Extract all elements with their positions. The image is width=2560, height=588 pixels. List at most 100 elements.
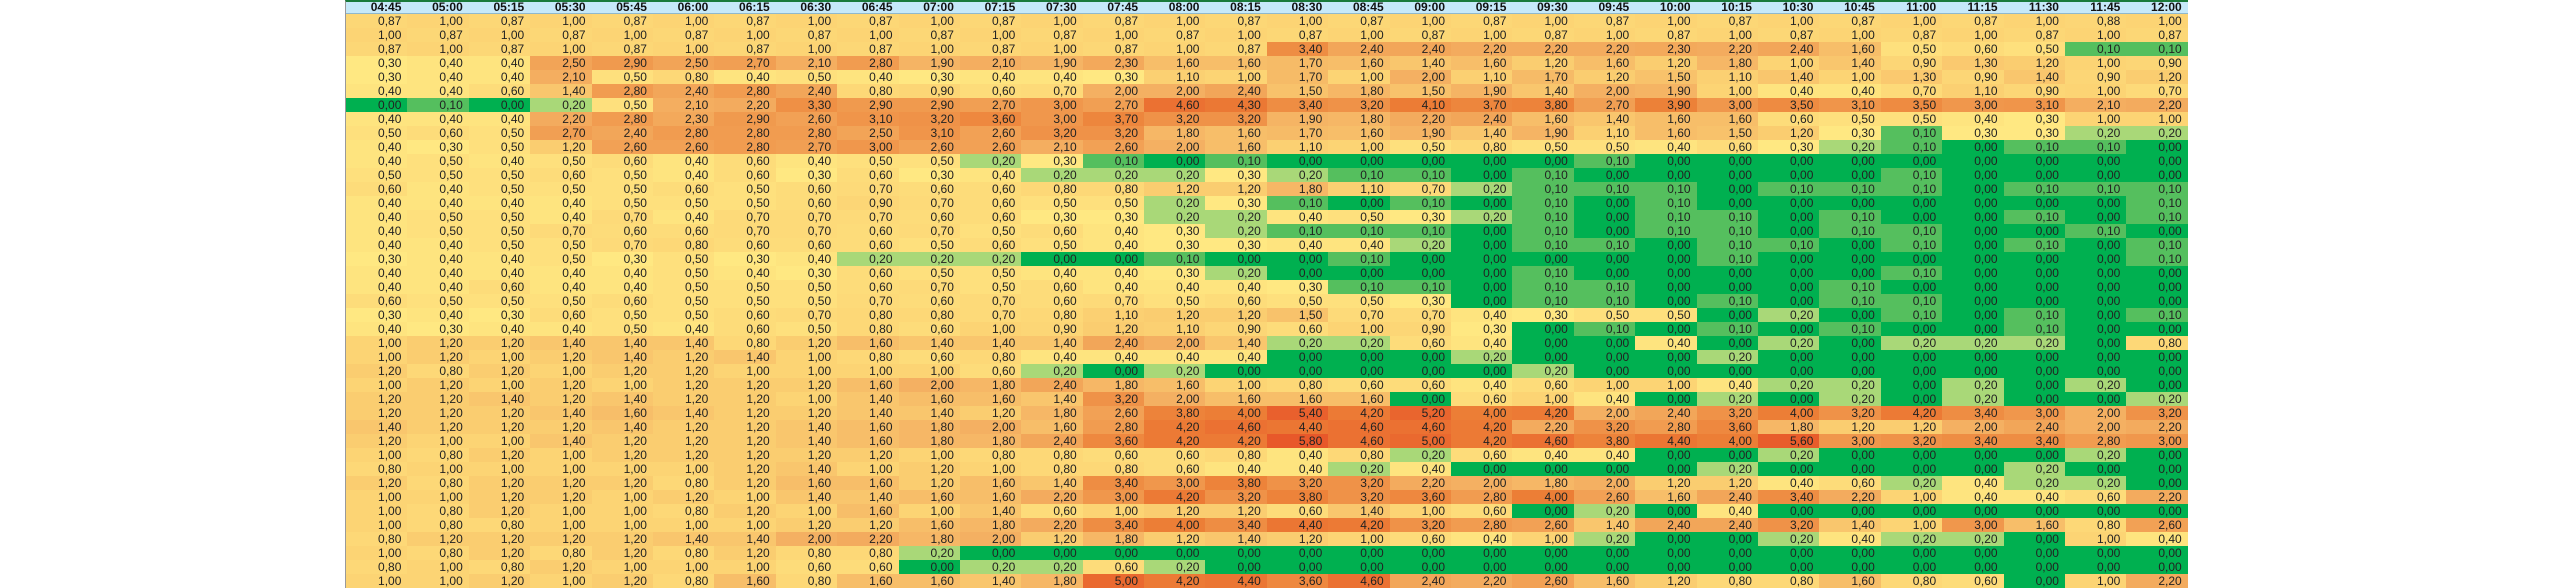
value-cell[interactable]: 0,60 <box>837 560 899 574</box>
value-cell[interactable]: 0,90 <box>1942 70 2004 84</box>
value-cell[interactable]: 0,40 <box>652 168 715 182</box>
value-cell[interactable]: 0,87 <box>1819 13 1881 28</box>
value-cell[interactable]: 1,00 <box>837 364 899 378</box>
value-cell[interactable]: 1,20 <box>652 350 715 364</box>
value-cell[interactable]: 1,00 <box>591 378 653 392</box>
column-header[interactable]: 07:15 <box>959 1 1022 14</box>
value-cell[interactable]: 0,00 <box>1328 196 1390 210</box>
value-cell[interactable]: 0,60 <box>714 322 776 336</box>
value-cell[interactable]: 0,40 <box>1205 350 1267 364</box>
value-cell[interactable]: 1,00 <box>714 28 776 42</box>
value-cell[interactable]: 0,00 <box>1512 322 1574 336</box>
value-cell[interactable]: 2,00 <box>898 378 960 392</box>
value-cell[interactable]: 0,40 <box>775 252 838 266</box>
value-cell[interactable]: 1,20 <box>1512 56 1574 70</box>
value-cell[interactable]: 0,70 <box>898 196 960 210</box>
value-cell[interactable]: 0,00 <box>898 560 960 574</box>
value-cell[interactable]: 1,00 <box>1635 13 1697 28</box>
value-cell[interactable]: 1,60 <box>1328 392 1390 406</box>
value-cell[interactable]: 0,30 <box>1451 322 1513 336</box>
value-cell[interactable]: 0,00 <box>1451 294 1513 308</box>
value-cell[interactable]: 1,20 <box>1757 126 1820 140</box>
value-cell[interactable]: 0,00 <box>1635 364 1697 378</box>
value-cell[interactable]: 1,60 <box>837 504 899 518</box>
value-cell[interactable]: 0,50 <box>652 196 715 210</box>
value-cell[interactable]: 0,40 <box>652 322 715 336</box>
value-cell[interactable]: 0,70 <box>898 224 960 238</box>
value-cell[interactable]: 0,30 <box>1389 210 1452 224</box>
value-cell[interactable]: 0,40 <box>1021 70 1083 84</box>
value-cell[interactable]: 1,20 <box>468 532 531 546</box>
value-cell[interactable]: 0,30 <box>1512 308 1574 322</box>
value-cell[interactable]: 0,00 <box>468 98 531 112</box>
value-cell[interactable]: 2,00 <box>775 532 838 546</box>
value-cell[interactable]: 0,10 <box>1635 182 1697 196</box>
column-header[interactable]: 08:00 <box>1144 1 1206 14</box>
value-cell[interactable]: 0,30 <box>1021 210 1083 224</box>
value-cell[interactable]: 0,00 <box>1266 154 1329 168</box>
value-cell[interactable]: 0,60 <box>959 210 1022 224</box>
value-cell[interactable]: 0,40 <box>1573 448 1636 462</box>
value-cell[interactable]: 0,00 <box>1451 280 1513 294</box>
value-cell[interactable]: 0,80 <box>2064 518 2127 532</box>
value-cell[interactable]: 1,20 <box>652 364 715 378</box>
value-cell[interactable]: 0,00 <box>1880 210 1943 224</box>
value-cell[interactable]: 0,87 <box>775 28 838 42</box>
value-cell[interactable]: 0,50 <box>1328 210 1390 224</box>
value-cell[interactable]: 1,20 <box>1144 308 1206 322</box>
value-cell[interactable]: 0,20 <box>1942 532 2004 546</box>
value-cell[interactable]: 1,00 <box>591 462 653 476</box>
value-cell[interactable]: 0,00 <box>1819 168 1881 182</box>
column-header[interactable]: 05:00 <box>407 1 469 14</box>
value-cell[interactable]: 5,40 <box>1266 406 1329 420</box>
value-cell[interactable]: 1,20 <box>2126 70 2188 84</box>
value-cell[interactable]: 0,00 <box>1635 448 1697 462</box>
value-cell[interactable]: 0,20 <box>1757 532 1820 546</box>
value-cell[interactable]: 0,40 <box>346 196 408 210</box>
value-cell[interactable]: 1,20 <box>775 336 838 350</box>
value-cell[interactable]: 0,40 <box>407 308 469 322</box>
value-cell[interactable]: 2,60 <box>2126 518 2188 532</box>
value-cell[interactable]: 0,80 <box>652 70 715 84</box>
value-cell[interactable]: 0,80 <box>652 476 715 490</box>
value-cell[interactable]: 2,10 <box>2064 98 2127 112</box>
value-cell[interactable]: 1,90 <box>1451 84 1513 98</box>
value-cell[interactable]: 2,30 <box>1082 56 1145 70</box>
value-cell[interactable]: 0,50 <box>1573 140 1636 154</box>
value-cell[interactable]: 0,00 <box>1635 504 1697 518</box>
value-cell[interactable]: 0,10 <box>1328 224 1390 238</box>
value-cell[interactable]: 0,50 <box>1328 294 1390 308</box>
value-cell[interactable]: 0,10 <box>2064 42 2127 56</box>
value-cell[interactable]: 0,10 <box>2126 210 2188 224</box>
value-cell[interactable]: 0,30 <box>346 252 408 266</box>
value-cell[interactable]: 1,00 <box>346 448 408 462</box>
value-cell[interactable]: 1,90 <box>898 56 960 70</box>
value-cell[interactable]: 4,40 <box>1635 434 1697 448</box>
value-cell[interactable]: 1,20 <box>591 574 653 588</box>
value-cell[interactable]: 0,60 <box>468 84 531 98</box>
value-cell[interactable]: 1,20 <box>346 406 408 420</box>
value-cell[interactable]: 0,00 <box>2003 168 2065 182</box>
value-cell[interactable]: 1,40 <box>1512 84 1574 98</box>
value-cell[interactable]: 0,70 <box>775 210 838 224</box>
value-cell[interactable]: 2,00 <box>1082 84 1145 98</box>
value-cell[interactable]: 1,00 <box>898 448 960 462</box>
value-cell[interactable]: 1,00 <box>1144 13 1206 28</box>
value-cell[interactable]: 0,20 <box>1266 336 1329 350</box>
value-cell[interactable]: 1,00 <box>407 490 469 504</box>
value-cell[interactable]: 0,00 <box>1512 336 1574 350</box>
value-cell[interactable]: 0,00 <box>1757 280 1820 294</box>
value-cell[interactable]: 1,20 <box>407 350 469 364</box>
value-cell[interactable]: 0,00 <box>1573 196 1636 210</box>
value-cell[interactable]: 0,50 <box>1819 112 1881 126</box>
value-cell[interactable]: 1,00 <box>652 42 715 56</box>
value-cell[interactable]: 0,00 <box>2003 294 2065 308</box>
value-cell[interactable]: 1,40 <box>1328 504 1390 518</box>
value-cell[interactable]: 0,00 <box>1635 462 1697 476</box>
value-cell[interactable]: 5,00 <box>1082 574 1145 588</box>
value-cell[interactable]: 1,80 <box>898 434 960 448</box>
value-cell[interactable]: 3,20 <box>1880 434 1943 448</box>
value-cell[interactable]: 1,00 <box>530 448 592 462</box>
value-cell[interactable]: 0,00 <box>1696 266 1758 280</box>
value-cell[interactable]: 1,20 <box>468 504 531 518</box>
